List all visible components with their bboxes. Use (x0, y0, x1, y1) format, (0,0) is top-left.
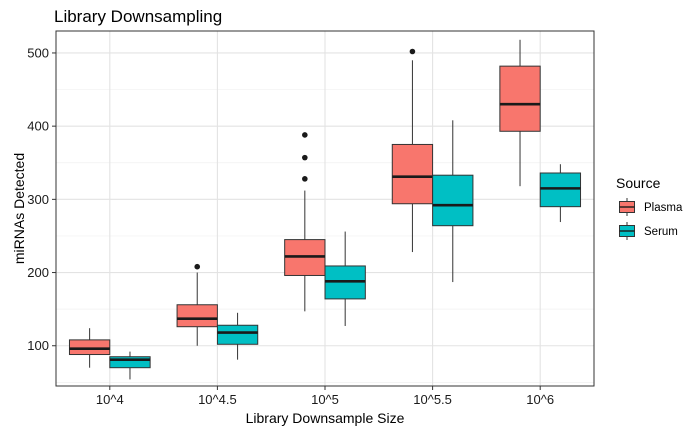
box-layer (68, 39, 582, 380)
legend: Source Plasma Serum (616, 175, 683, 240)
x-axis-title: Library Downsample Size (246, 410, 405, 426)
outlier-point (409, 48, 416, 55)
box-serum-1 (216, 312, 259, 360)
y-tick-label: 400 (27, 119, 49, 134)
y-tick-label: 100 (27, 338, 49, 353)
legend-label: Plasma (644, 202, 683, 214)
outlier-point (302, 132, 308, 138)
x-tick-label: 10^4 (96, 392, 124, 407)
axes: 100 200 300 400 500 10^4 10^4.5 10^5 10^5.5 10^6 (27, 45, 554, 407)
box-iqr (432, 174, 474, 227)
box-plasma-4 (499, 39, 541, 187)
x-tick-label: 10^5.5 (413, 392, 452, 407)
x-tick-label: 10^5 (311, 392, 339, 407)
box-serum-2 (324, 231, 366, 326)
legend-label: Serum (644, 226, 678, 238)
box-serum-3 (432, 120, 474, 283)
box-plasma-2 (284, 132, 326, 312)
y-tick-label: 300 (27, 192, 49, 207)
box-iqr (216, 324, 259, 345)
x-tick-label: 10^6 (526, 392, 554, 407)
box-serum-4 (539, 164, 582, 223)
outlier-point (194, 263, 201, 270)
legend-title: Source (616, 175, 661, 191)
box-plasma-3 (391, 48, 434, 253)
x-tick-label: 10^4.5 (198, 392, 237, 407)
outlier-point (302, 154, 308, 161)
box-plasma-1 (176, 263, 218, 346)
box-iqr (391, 143, 434, 205)
legend-item-plasma: Plasma (618, 198, 683, 216)
y-tick-label: 200 (27, 265, 49, 280)
box-iqr (499, 65, 541, 132)
box-plasma-0 (68, 328, 111, 368)
y-tick-label: 500 (27, 45, 49, 60)
outlier-point (302, 176, 308, 182)
box-iqr (539, 172, 582, 208)
y-axis-title: miRNAs Detected (11, 153, 27, 264)
box-iqr (176, 304, 218, 328)
box-serum-0 (109, 351, 151, 380)
chart-title: Library Downsampling (54, 7, 222, 26)
legend-item-serum: Serum (618, 222, 678, 240)
box-iqr (68, 339, 111, 356)
box-iqr (109, 356, 151, 369)
